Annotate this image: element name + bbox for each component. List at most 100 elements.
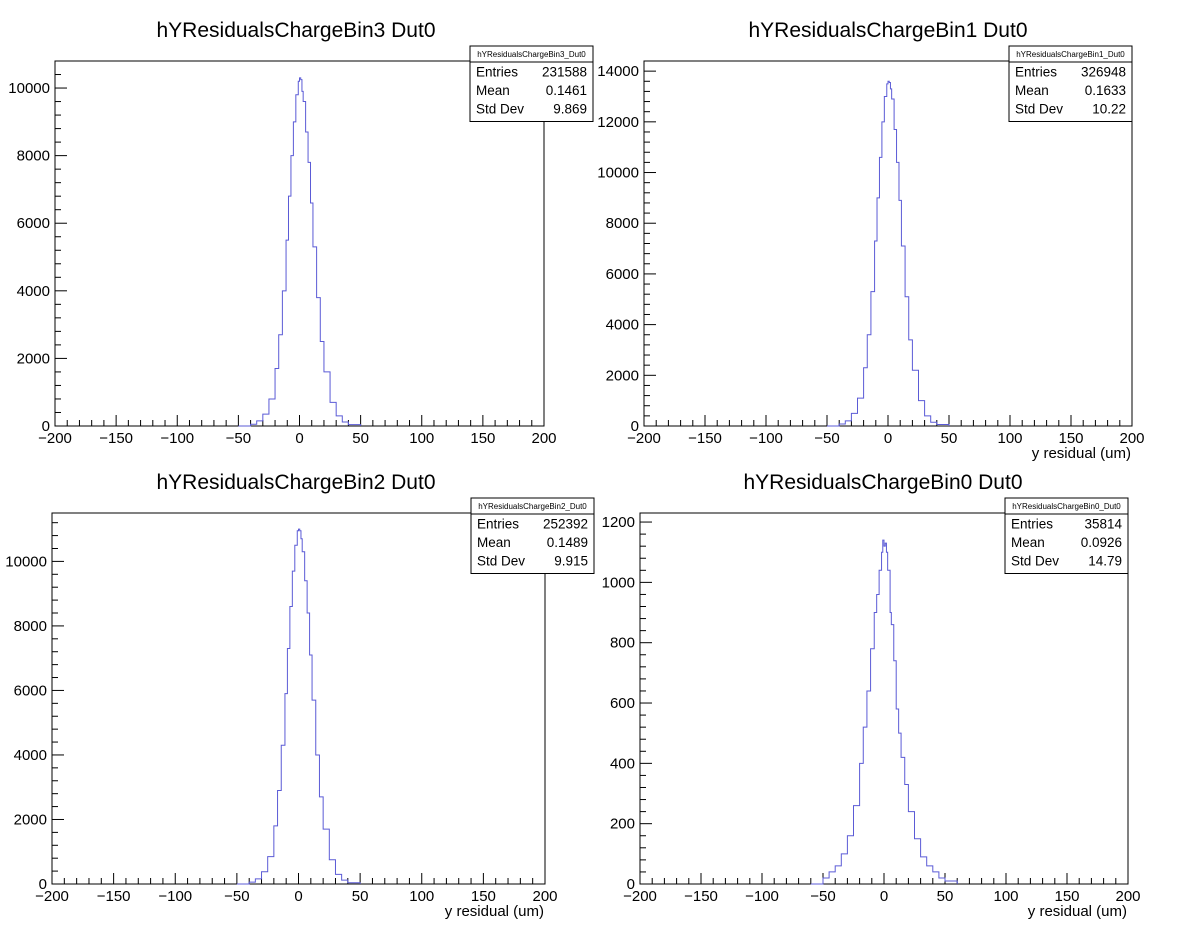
- y-tick-label: 2000: [17, 350, 50, 367]
- y-tick-label: 1000: [602, 574, 635, 591]
- x-tick-label: 0: [295, 430, 303, 447]
- y-tick-label: 14000: [597, 63, 639, 80]
- x-tick-label: −150: [97, 888, 131, 905]
- histogram-line: [236, 528, 361, 885]
- stats-value: 231588: [542, 65, 587, 80]
- stats-value: 326948: [1081, 65, 1126, 80]
- stats-name: hYResidualsChargeBin3_Dut0: [477, 50, 586, 59]
- y-tick-label: 0: [631, 418, 639, 435]
- y-tick-label: 8000: [17, 148, 50, 165]
- y-tick-label: 0: [627, 876, 635, 893]
- y-tick-label: 10000: [597, 165, 639, 182]
- x-tick-label: 0: [294, 888, 302, 905]
- x-tick-label: 200: [1119, 430, 1144, 447]
- x-tick-label: 50: [937, 888, 954, 905]
- histogram-line: [810, 539, 958, 885]
- x-axis-label: y residual (um): [445, 903, 544, 920]
- stats-box: hYResidualsChargeBin0_Dut0 Entries 35814 Me…: [1004, 497, 1129, 574]
- chart-title: hYResidualsChargeBin1 Dut0: [749, 19, 1028, 42]
- x-tick-label: −200: [35, 888, 69, 905]
- stats-box: hYResidualsChargeBin3_Dut0 Entries 231588 M…: [469, 45, 594, 122]
- chart-title: hYResidualsChargeBin2 Dut0: [157, 471, 436, 494]
- x-axis-label: y residual (um): [1028, 903, 1127, 920]
- stats-frame: [1004, 497, 1129, 574]
- y-tick-label: 600: [610, 695, 635, 712]
- x-tick-label: 100: [409, 888, 434, 905]
- stats-name: hYResidualsChargeBin1_Dut0: [1016, 50, 1125, 59]
- stats-box: hYResidualsChargeBin2_Dut0 Entries 252392 M…: [470, 497, 595, 574]
- chart-title: hYResidualsChargeBin0 Dut0: [744, 471, 1023, 494]
- stats-label: Entries: [1011, 517, 1053, 532]
- y-tick-label: 1200: [602, 514, 635, 531]
- x-tick-label: 50: [352, 888, 369, 905]
- stats-label: Entries: [476, 65, 518, 80]
- x-tick-label: 150: [1054, 888, 1079, 905]
- x-tick-label: −100: [749, 430, 783, 447]
- histogram-panel-3: hYResidualsChargeBin0 Dut0 −200 −150 −100 −5…: [602, 471, 1141, 920]
- x-axis-label: y residual (um): [1032, 445, 1131, 462]
- x-tick-label: 0: [884, 430, 892, 447]
- stats-label: Std Dev: [1011, 554, 1059, 569]
- stats-value: 9.915: [554, 554, 588, 569]
- y-tick-label: 200: [610, 816, 635, 833]
- x-tick-label: −150: [684, 888, 718, 905]
- x-tick-label: −200: [38, 430, 72, 447]
- y-tick-label: 6000: [14, 682, 47, 699]
- stats-value: 10.22: [1092, 102, 1126, 117]
- x-tick-label: 150: [1058, 430, 1083, 447]
- stats-label: Mean: [476, 83, 510, 98]
- stats-label: Entries: [477, 517, 519, 532]
- x-tick-label: 100: [409, 430, 434, 447]
- stats-label: Std Dev: [477, 554, 525, 569]
- stats-value: 0.1461: [546, 83, 587, 98]
- stats-label: Entries: [1015, 65, 1057, 80]
- x-tick-label: −150: [688, 430, 722, 447]
- stats-value: 0.1633: [1085, 83, 1126, 98]
- y-tick-label: 8000: [14, 618, 47, 635]
- stats-value: 14.79: [1088, 554, 1122, 569]
- x-tick-label: −100: [160, 430, 194, 447]
- chart-title: hYResidualsChargeBin3 Dut0: [157, 19, 436, 42]
- x-tick-label: −150: [99, 430, 133, 447]
- histogram-panel-0: hYResidualsChargeBin3 Dut0 −200 −150 −100 −5…: [8, 19, 594, 447]
- x-tick-label: 100: [997, 430, 1022, 447]
- stats-box: hYResidualsChargeBin1_Dut0 Entries 326948 M…: [1008, 45, 1133, 122]
- x-tick-label: 200: [1115, 888, 1140, 905]
- y-tick-label: 8000: [606, 215, 639, 232]
- y-tick-label: 6000: [606, 266, 639, 283]
- y-tick-label: 6000: [17, 215, 50, 232]
- stats-value: 35814: [1084, 517, 1122, 532]
- x-tick-label: −100: [158, 888, 192, 905]
- y-tick-label: 4000: [14, 747, 47, 764]
- stats-frame: [469, 45, 594, 122]
- y-tick-label: 0: [42, 418, 50, 435]
- x-tick-label: 150: [471, 888, 496, 905]
- stats-frame: [1008, 45, 1133, 122]
- histogram-line: [238, 77, 362, 427]
- y-tick-label: 2000: [14, 811, 47, 828]
- x-tick-label: 150: [470, 430, 495, 447]
- y-tick-label: 400: [610, 755, 635, 772]
- x-tick-label: 200: [532, 888, 557, 905]
- y-tick-label: 4000: [17, 283, 50, 300]
- stats-label: Mean: [477, 535, 511, 550]
- stats-label: Mean: [1015, 83, 1049, 98]
- stats-value: 252392: [543, 517, 588, 532]
- histogram-line: [827, 80, 950, 427]
- y-tick-label: 12000: [597, 114, 639, 131]
- x-tick-label: 50: [352, 430, 369, 447]
- y-tick-label: 10000: [5, 553, 47, 570]
- x-tick-label: −200: [623, 888, 657, 905]
- x-tick-label: −50: [810, 888, 835, 905]
- histogram-panel-1: hYResidualsChargeBin1 Dut0 −200 −150 −100 −5…: [597, 19, 1144, 462]
- x-tick-label: −50: [226, 430, 251, 447]
- y-tick-label: 10000: [8, 80, 50, 97]
- x-tick-label: −200: [627, 430, 661, 447]
- stats-value: 9.869: [553, 102, 587, 117]
- stats-value: 0.1489: [547, 535, 588, 550]
- y-tick-label: 0: [39, 876, 47, 893]
- x-tick-label: −50: [224, 888, 249, 905]
- x-tick-label: 100: [993, 888, 1018, 905]
- stats-name: hYResidualsChargeBin2_Dut0: [478, 502, 587, 511]
